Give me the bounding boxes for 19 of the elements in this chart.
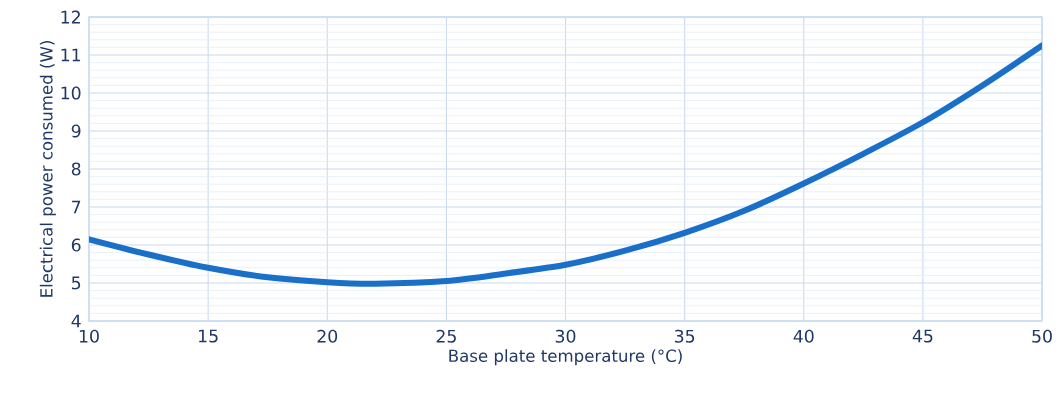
x-tick-label: 15: [199, 329, 218, 343]
y-tick-label: 12: [61, 10, 80, 24]
x-tick-label: 50: [1032, 329, 1052, 343]
y-tick-label: 4: [71, 314, 81, 328]
y-tick-label: 8: [71, 162, 81, 176]
x-tick-label: 35: [674, 329, 695, 343]
y-tick-label: 10: [61, 86, 81, 100]
x-tick-label: 20: [317, 329, 338, 343]
y-tick-label: 9: [71, 124, 81, 138]
x-tick-label: 45: [912, 329, 933, 343]
x-tick-label: 40: [793, 329, 814, 343]
x-tick-label: 30: [555, 329, 576, 343]
y-tick-label: 7: [72, 200, 81, 214]
y-tick-label: 6: [71, 238, 81, 252]
x-tick-label: 25: [436, 329, 456, 343]
y-tick-label: 5: [71, 276, 81, 290]
x-axis-title: Base plate temperature (°C): [449, 349, 682, 366]
y-axis-title: Electrical power consumed (W): [39, 41, 56, 297]
y-tick-label: 11: [61, 48, 81, 62]
